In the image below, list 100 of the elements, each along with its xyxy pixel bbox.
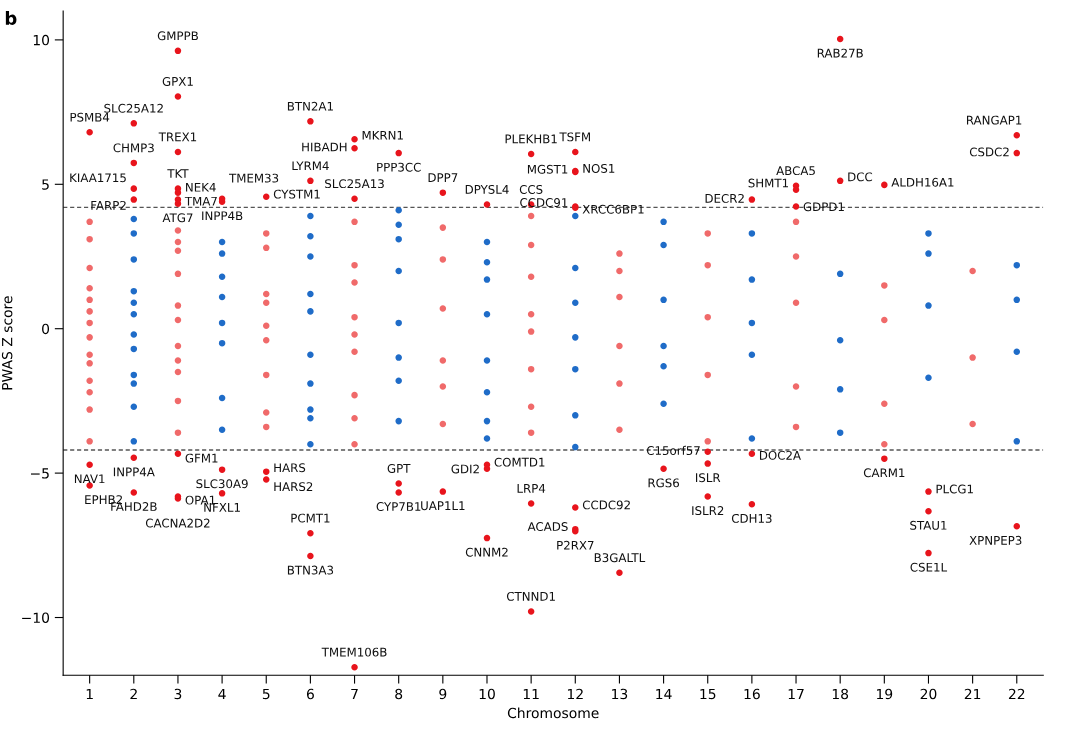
- annotation: PSMB4: [70, 112, 110, 122]
- annotation: RGS6: [648, 478, 680, 488]
- annotation: TMEM33: [229, 173, 279, 183]
- x-tick-label: 4: [218, 688, 226, 700]
- annotation: ATG7: [162, 213, 193, 223]
- annotation: MKRN1: [362, 130, 403, 140]
- annotation: GMPPB: [157, 31, 198, 41]
- y-tick-label: −5: [30, 468, 49, 479]
- annotation: GDI2: [451, 464, 479, 474]
- annotation: GPT: [387, 463, 411, 473]
- annotation: PCMT1: [291, 513, 330, 523]
- annotation: OPA1: [185, 495, 216, 505]
- annotation: BTN2A1: [287, 101, 333, 111]
- annotation: HARS: [274, 463, 306, 473]
- annotation: NAV1: [74, 474, 105, 484]
- x-tick-label: 14: [656, 688, 672, 700]
- annotation: NOS1: [583, 163, 615, 173]
- annotation: TREX1: [158, 132, 197, 142]
- x-tick-label: 22: [1008, 688, 1025, 700]
- annotation: COMTD1: [494, 457, 545, 467]
- x-tick-label: 13: [612, 688, 628, 700]
- annotation: XPNPEP3: [969, 535, 1022, 545]
- annotation: RANGAP1: [967, 115, 1022, 125]
- annotation: TMA7: [184, 196, 217, 206]
- annotation: B3GALTL: [594, 553, 646, 563]
- annotation: GPX1: [162, 76, 193, 86]
- annotation: KIAA1715: [70, 173, 126, 183]
- x-tick-label: 7: [351, 688, 358, 700]
- annotation: SLC25A12: [104, 103, 163, 113]
- annotation: UAP1L1: [421, 501, 465, 511]
- x-tick-label: 12: [567, 688, 583, 700]
- annotation: ALDH16A1: [891, 177, 954, 187]
- annotation: CHMP3: [113, 143, 154, 153]
- annotation: CACNA2D2: [145, 518, 210, 528]
- annotation: INPP4B: [202, 211, 243, 220]
- annotation: STAU1: [910, 520, 947, 530]
- x-tick-label: 20: [920, 688, 937, 700]
- annotation: CARM1: [863, 468, 905, 478]
- x-tick-label: 1: [86, 688, 93, 700]
- x-tick-label: 17: [788, 688, 804, 700]
- annotation: PLEKHB1: [505, 134, 557, 144]
- x-tick-label: 3: [174, 688, 182, 700]
- annotation: CTNND1: [506, 591, 555, 601]
- x-tick-label: 8: [395, 688, 403, 700]
- annotation: CSE1L: [910, 562, 948, 572]
- annotation: FAHD2B: [111, 502, 157, 511]
- y-axis-title: PWAS Z score: [1, 296, 13, 390]
- annotation: PPP3CC: [377, 162, 421, 172]
- annotation: BTN3A3: [287, 565, 334, 575]
- annotation: CDH13: [731, 513, 772, 523]
- y-tick-label: 0: [42, 323, 50, 335]
- annotation: ACADS: [527, 522, 568, 532]
- annotation: HIBADH: [302, 142, 347, 152]
- annotation: CCDC91: [520, 198, 568, 208]
- annotation: GFM1: [185, 453, 218, 463]
- x-axis-title: Chromosome: [507, 707, 599, 719]
- x-tick-label: 18: [832, 688, 849, 700]
- x-tick-label: 21: [964, 688, 981, 700]
- x-tick-label: 2: [130, 688, 137, 700]
- annotation: ISLR: [696, 473, 721, 483]
- annotation: LYRM4: [292, 161, 329, 171]
- y-tick-label: −10: [22, 612, 50, 623]
- annotation: CCDC92: [582, 500, 630, 510]
- annotation: RAB27B: [817, 48, 863, 58]
- annotation: CYSTM1: [273, 189, 320, 199]
- text: b: [5, 11, 17, 25]
- x-tick-label: 11: [523, 688, 539, 700]
- x-tick-label: 5: [262, 688, 270, 700]
- annotation: DECR2: [705, 193, 744, 203]
- annotation: MGST1: [527, 164, 568, 174]
- annotation: NFXL1: [204, 503, 240, 512]
- annotation: INPP4A: [113, 467, 155, 477]
- annotation: ABCA5: [776, 166, 815, 176]
- annotation: LRP4: [517, 484, 546, 493]
- annotation: CCS: [519, 184, 543, 194]
- annotation: SHMT1: [748, 178, 788, 188]
- x-tick-label: 15: [700, 688, 716, 700]
- annotation: CSDC2: [969, 147, 1009, 157]
- annotation: DOC2A: [759, 450, 801, 460]
- annotation: TMEM106B: [321, 647, 387, 657]
- annotation: SLC25A13: [325, 179, 384, 189]
- annotation: C15orf57: [646, 445, 700, 456]
- annotation: XRCC6BP1: [582, 204, 644, 214]
- x-tick-label: 9: [439, 688, 447, 700]
- y-tick-label: 10: [33, 34, 50, 46]
- annotation: DCC: [848, 172, 873, 182]
- annotation: TSFM: [559, 132, 590, 142]
- annotation: NEK4: [186, 183, 216, 192]
- annotation: TKT: [167, 169, 189, 178]
- y-tick-label: 5: [42, 179, 49, 190]
- annotation: SLC30A9: [196, 479, 248, 489]
- annotation: ISLR2: [692, 506, 724, 516]
- x-tick-label: 6: [306, 688, 314, 700]
- annotation: PLCG1: [936, 484, 973, 494]
- annotation: CNNM2: [465, 547, 508, 557]
- annotation: EPHB2: [85, 495, 122, 504]
- x-tick-label: 16: [744, 688, 760, 700]
- annotation: HARS2: [274, 482, 313, 492]
- annotation: FARP2: [91, 200, 126, 210]
- x-tick-label: 10: [479, 688, 495, 700]
